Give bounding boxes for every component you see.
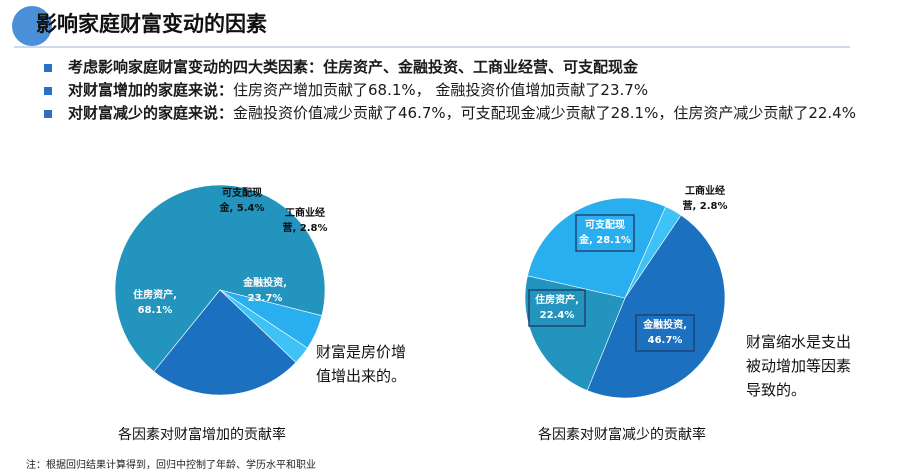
bullet-lead: 对财富减少的家庭来说： (68, 104, 234, 122)
slice-label: 23.7% (248, 293, 283, 304)
bullet-text: 金融投资价值减少贡献了46.7%，可支配现金减少贡献了28.1%，住房资产减少贡… (233, 104, 856, 122)
slice-label: 营, 2.8% (682, 199, 727, 212)
pie-slice (586, 214, 726, 399)
title-bar: 影响家庭财富变动的因素 (0, 0, 900, 50)
bullet-item-increase: 对财富增加的家庭来说：住房资产增加贡献了68.1%， 金融投资价值增加贡献了23… (42, 79, 872, 102)
slice-label: 68.1% (138, 305, 173, 316)
slice-label: 工商业经 (685, 184, 725, 197)
slice-label-box (635, 314, 695, 352)
title-divider (14, 46, 850, 48)
title-accent-circle (12, 6, 52, 46)
note-line: 财富缩水是支出 (746, 333, 852, 351)
bullet-square-icon (44, 87, 52, 95)
slice-label: 住房资产, (133, 288, 177, 301)
slice-label: 工商业经 (285, 206, 325, 219)
bullet-square-icon (44, 64, 52, 72)
pie-chart-decrease: 工商业经营, 2.8% 金融投资, 46.7% 住房资产, 22.4% 可支配现金, 28… (515, 184, 735, 408)
note-line: 财富是房价增 (316, 343, 407, 361)
note-decrease: 财富缩水是支出 被动增加等因素 导致的。 (746, 330, 851, 402)
chart-caption-decrease: 各因素对财富减少的贡献率 (538, 427, 706, 443)
note-increase: 财富是房价增 值增出来的。 (316, 340, 406, 388)
slice-label-box (575, 214, 635, 252)
pie-slice (114, 184, 326, 373)
bullet-item-decrease: 对财富减少的家庭来说：金融投资价值减少贡献了46.7%，可支配现金减少贡献了28… (42, 102, 872, 125)
bullet-text: 住房资产、金融投资、工商业经营、可支配现金 (323, 58, 639, 76)
bullet-lead: 对财富增加的家庭来说： (68, 81, 234, 99)
pie-slice (524, 275, 626, 391)
slice-label: 营, 2.8% (282, 221, 327, 234)
slice-label: 22.4% (540, 310, 575, 321)
bullet-list: 考虑影响家庭财富变动的四大类因素：住房资产、金融投资、工商业经营、可支配现金 对… (42, 56, 872, 125)
slice-label: 可支配现 (222, 186, 262, 199)
pie-svg-increase: 住房资产, 68.1% 可支配现金, 5.4% 工商业经营, 2.8% 金融投资, 23.… (114, 184, 328, 396)
slice-label: 住房资产, (535, 293, 579, 306)
chart-caption-increase: 各因素对财富增加的贡献率 (118, 427, 286, 443)
pie-slice (153, 289, 297, 396)
slice-label: 46.7% (648, 335, 683, 346)
note-line: 值增出来的。 (316, 367, 407, 385)
bullet-lead: 考虑影响家庭财富变动的四大类因素： (68, 58, 324, 76)
slice-label-box (528, 289, 586, 327)
bullet-item-factors: 考虑影响家庭财富变动的四大类因素：住房资产、金融投资、工商业经营、可支配现金 (42, 56, 872, 79)
slice-label: 金, 28.1% (578, 233, 631, 246)
slice-label: 金融投资, (642, 318, 687, 331)
bullet-square-icon (44, 110, 52, 118)
slice-label: 可支配现 (585, 218, 625, 231)
note-line: 被动增加等因素 (746, 357, 852, 375)
pie-slice (527, 197, 667, 299)
page-title: 影响家庭财富变动的因素 (36, 12, 267, 36)
pie-svg-decrease: 工商业经营, 2.8% 金融投资, 46.7% 住房资产, 22.4% 可支配现金, 28… (524, 184, 728, 399)
slice-label: 金, 5.4% (218, 201, 264, 214)
note-line: 导致的。 (746, 381, 807, 399)
footnote: 注：根据回归结果计算得到，回归中控制了年龄、学历水平和职业 (26, 460, 316, 471)
bullet-text: 住房资产增加贡献了68.1%， 金融投资价值增加贡献了23.7% (233, 81, 649, 99)
pie-chart-increase: 住房资产, 68.1% 可支配现金, 5.4% 工商业经营, 2.8% 金融投资, 23.… (95, 180, 345, 410)
slice-label: 金融投资, (242, 276, 287, 289)
